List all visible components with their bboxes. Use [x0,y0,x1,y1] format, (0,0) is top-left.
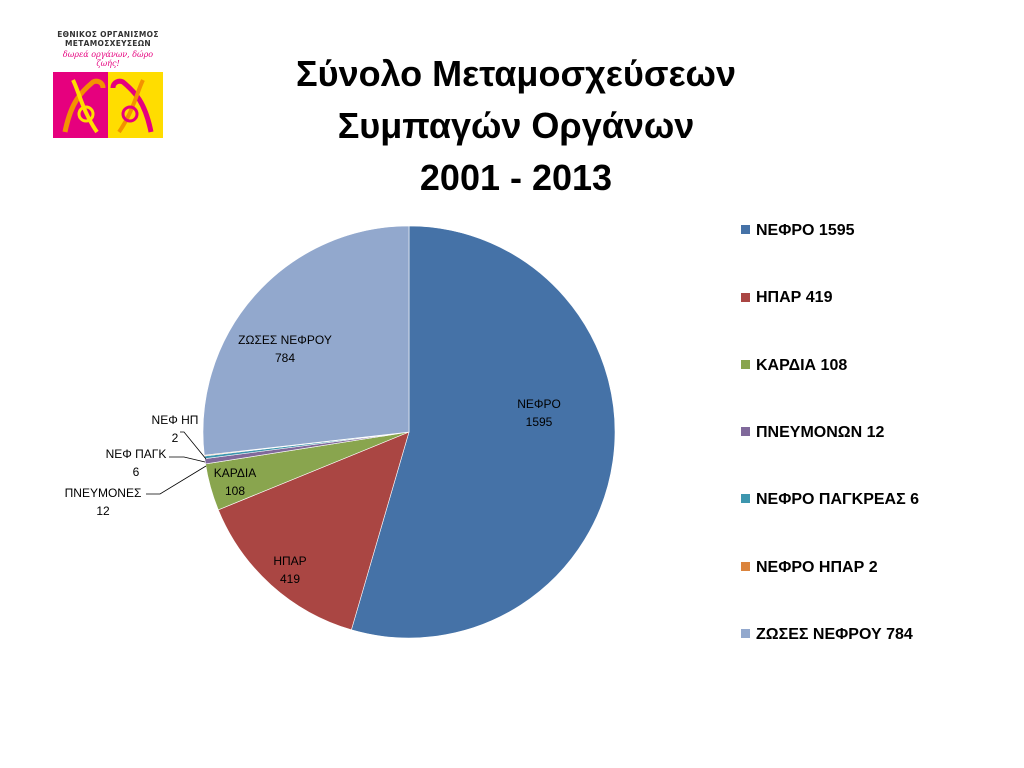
leader-line-νεφρο-ηπαρ [180,431,207,460]
legend-item-νεφρο-παγκρεας: ΝΕΦΡΟ ΠΑΓΚΡΕΑΣ 6 [741,491,919,515]
data-label-ζωσες-νεφρου: ΖΩΣΕΣ ΝΕΦΡΟΥ 784 [238,333,332,365]
chart-title: Σύνολο Μεταμοσχεύσεων Συμπαγών Οργάνων 2… [220,48,812,204]
data-label-καρδια: ΚΑΡΔΙΑ 108 [214,466,256,498]
legend-swatch [741,359,750,369]
data-label-πνευμονων: ΠΝΕΥΜΟΝΕΣ 12 [65,486,142,518]
legend-item-καρδια: ΚΑΡΔΙΑ 108 [741,357,847,381]
leader-line-νεφρο-παγκρεας [169,456,206,463]
legend-swatch [741,629,750,639]
pie-slice-ζωσες-νεφρου [202,225,410,456]
pie-slice-ηπαρ [217,431,410,631]
eom-logo: ΕΘΝΙΚΟΣ ΟΡΓΑΝΙΣΜΟΣ ΜΕΤΑΜΟΣΧΕΥΣΕΩΝ δωρεά … [50,30,166,138]
legend-swatch [741,292,750,302]
legend-item-ζωσες-νεφρου: ΖΩΣΕΣ ΝΕΦΡΟΥ 784 [741,626,913,650]
legend-item-νεφρο: ΝΕΦΡΟ 1595 [741,222,855,246]
data-label-νεφρο-παγκρεας: ΝΕΦ ΠΑΓΚ 6 [106,447,167,479]
legend-swatch [741,427,750,437]
data-labels: ΝΕΦΡΟ 1595 ΗΠΑΡ 419 ΚΑΡΔΙΑ 108 ΠΝΕΥΜΟΝΕΣ 12 ΝΕΦ … [65,333,561,586]
logo-artwork [53,72,163,138]
data-label-νεφρο: ΝΕΦΡΟ 1595 [517,397,561,429]
legend-label: ΗΠΑΡ 419 [756,289,833,307]
title-line-1: Σύνολο Μεταμοσχεύσεων [296,53,736,94]
logo-org-name-line1: ΕΘΝΙΚΟΣ ΟΡΓΑΝΙΣΜΟΣ [57,30,159,39]
legend-label: ΠΝΕΥΜΟΝΩΝ 12 [756,423,885,441]
legend-item-νεφρο-ηπαρ: ΝΕΦΡΟ ΗΠΑΡ 2 [741,559,878,583]
title-line-3: 2001 - 2013 [419,157,613,198]
legend-label: ΚΑΡΔΙΑ 108 [756,356,848,374]
data-label-νεφρο-ηπαρ: ΝΕΦ ΗΠ 2 [152,413,199,445]
legend-item-πνευμονων: ΠΝΕΥΜΟΝΩΝ 12 [741,424,884,448]
leader-line-πνευμονων [146,465,207,495]
legend-label: ΝΕΦΡΟ 1595 [756,222,855,239]
legend-label: ΖΩΣΕΣ ΝΕΦΡΟΥ 784 [756,625,913,643]
legend-swatch [741,561,750,571]
legend-label: ΝΕΦΡΟ ΠΑΓΚΡΕΑΣ 6 [756,491,920,509]
title-line-2: Συμπαγών Οργάνων [337,105,695,146]
legend-item-ηπαρ: ΗΠΑΡ 419 [741,289,832,313]
logo-org-name-line2: ΜΕΤΑΜΟΣΧΕΥΣΕΩΝ [65,39,151,48]
leader-lines [146,431,207,495]
legend-swatch [741,225,750,235]
logo-motto: δωρεά οργάνων, δώρο ζωής! [62,50,154,68]
legend-label: ΝΕΦΡΟ ΗΠΑΡ 2 [756,558,878,576]
pie-slice-νεφρο [351,225,616,639]
legend-swatch [741,494,750,504]
pie-slices [202,225,616,639]
data-label-ηπαρ: ΗΠΑΡ 419 [273,554,306,586]
